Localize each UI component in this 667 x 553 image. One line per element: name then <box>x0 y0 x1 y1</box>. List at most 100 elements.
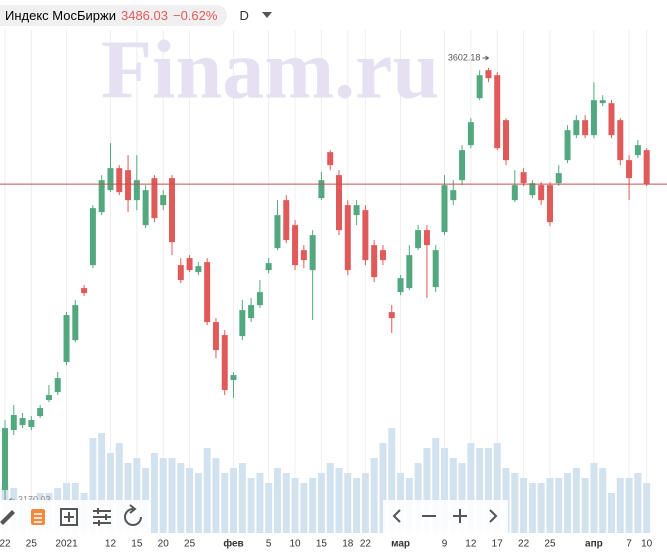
x-tick-label: 2021 <box>55 539 78 550</box>
candle-body <box>520 172 527 184</box>
volume-bar <box>177 463 185 533</box>
candle-body <box>177 265 184 281</box>
volume-bar <box>555 478 563 533</box>
x-tick-label: фев <box>223 538 243 550</box>
high-arrow <box>482 55 490 61</box>
volume-bar <box>150 453 158 533</box>
candle-body <box>467 122 474 146</box>
x-tick-label: 25 <box>184 539 196 550</box>
volume-bar <box>449 458 457 533</box>
volume-bar <box>440 448 448 533</box>
volume-bar <box>273 468 281 533</box>
header: Индекс МосБиржи 3486.03 −0.62% D <box>0 4 273 26</box>
volume-bar <box>344 473 352 533</box>
volume-bar <box>212 458 220 533</box>
candle-body <box>546 185 553 223</box>
high-label: 3602.18 <box>448 52 481 62</box>
zoom-in[interactable] <box>453 509 467 523</box>
volume-bar <box>528 483 536 533</box>
candle-body <box>617 120 624 161</box>
volume-bar <box>599 468 607 533</box>
volume-bar <box>238 463 246 533</box>
volume-bar <box>625 478 633 533</box>
volume-bar <box>370 458 378 533</box>
volume-bar <box>572 468 580 533</box>
candle-body <box>221 335 228 391</box>
volume-bar <box>608 493 615 533</box>
volume-bar <box>467 443 475 533</box>
scroll-left[interactable] <box>392 509 401 523</box>
reset-tool[interactable] <box>124 504 142 526</box>
candle-body <box>28 420 35 428</box>
candle-body <box>169 178 175 243</box>
interval-dropdown[interactable] <box>261 10 273 20</box>
volume-bar <box>168 458 176 533</box>
volume-bar <box>326 463 334 533</box>
candle-body <box>54 378 61 393</box>
volume-bar <box>388 428 396 533</box>
volume-bar <box>230 468 238 533</box>
x-tick-label: мар <box>391 539 410 550</box>
candle-body <box>529 183 536 196</box>
x-tick-label: 25 <box>544 539 556 550</box>
scroll-right[interactable] <box>489 509 498 523</box>
candle-body <box>248 305 255 319</box>
candle-body <box>327 152 334 166</box>
last-price: 3486.03 <box>120 7 168 23</box>
candle-body <box>538 185 545 201</box>
interval[interactable]: D <box>239 7 249 23</box>
volume-bar <box>581 478 589 533</box>
volume-bar <box>643 483 651 533</box>
volume-bar <box>309 478 317 533</box>
volume-bar <box>537 483 545 533</box>
volume-bar <box>221 473 229 533</box>
candle-body <box>63 315 70 363</box>
volume-bar <box>520 478 528 533</box>
candle-body <box>344 205 351 271</box>
add-tool[interactable] <box>60 508 78 526</box>
volume-bar <box>432 438 440 533</box>
candle-body <box>503 120 510 161</box>
settings-tool[interactable] <box>93 508 111 526</box>
candle-body <box>72 305 79 341</box>
candle-body <box>415 230 422 249</box>
x-tick-label: 12 <box>105 539 117 550</box>
volume-bar <box>493 443 501 533</box>
candle-body <box>45 395 52 401</box>
volume-bar <box>353 478 361 533</box>
price-change: −0.62% <box>172 7 218 23</box>
x-tick-label: 22 <box>518 539 530 550</box>
x-tick-label: 17 <box>492 539 504 550</box>
x-tick-label: 10 <box>641 539 653 550</box>
instrument-pill[interactable]: Индекс МосБиржи 3486.03 −0.62% <box>0 4 228 26</box>
candle-body <box>309 235 316 271</box>
draw-tool[interactable] <box>0 510 15 525</box>
volume-bar <box>423 448 431 533</box>
volume-bar <box>106 453 114 533</box>
low-label: 3170.03 <box>18 494 51 504</box>
candle-body <box>353 205 360 216</box>
candle-body <box>476 75 483 99</box>
candle-body <box>626 160 633 179</box>
candle-body <box>608 103 615 136</box>
x-tick-label: 25 <box>26 539 38 550</box>
candle-body <box>564 130 571 161</box>
candle-body <box>186 258 193 271</box>
candle-body <box>19 418 26 426</box>
nav-bg <box>383 500 508 533</box>
candle-body <box>459 150 466 181</box>
volume-bar <box>300 483 308 533</box>
candle-body <box>432 250 439 288</box>
volume-bar <box>194 473 202 533</box>
candle-body <box>239 310 246 337</box>
volume-bar <box>616 478 624 533</box>
volume-bar <box>476 448 484 533</box>
candle-body <box>318 180 325 199</box>
candle-body <box>151 178 158 219</box>
volume-bar <box>98 433 106 533</box>
candle-body <box>494 75 501 149</box>
x-tick-label: 22 <box>0 539 11 550</box>
candle-body <box>599 100 606 104</box>
indicator-tool[interactable] <box>31 509 45 525</box>
